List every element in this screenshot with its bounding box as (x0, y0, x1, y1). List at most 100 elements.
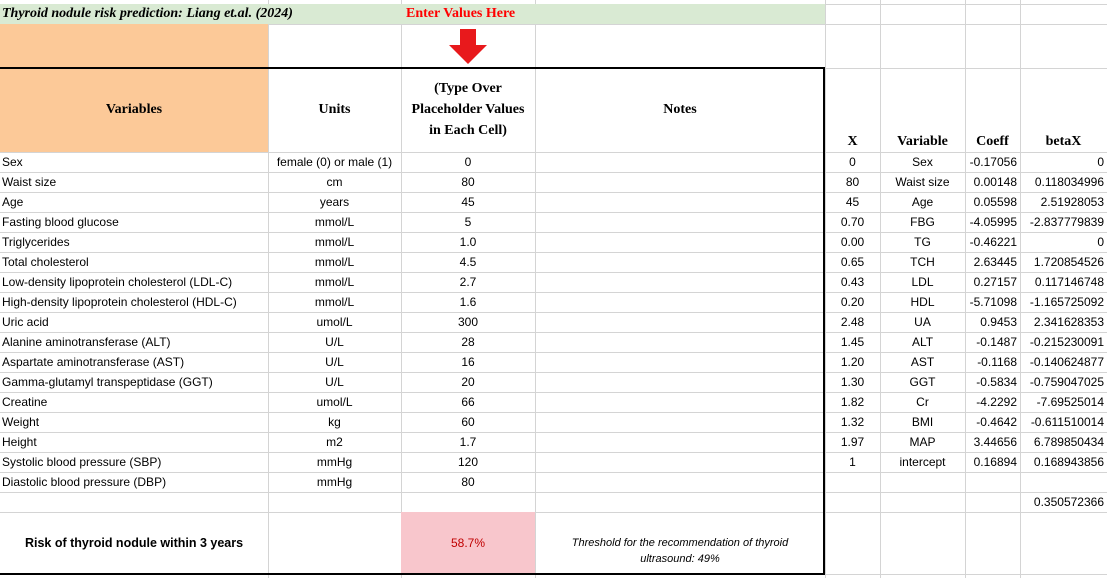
calc-betax-cell[interactable]: 2.341628353 (1033, 315, 1104, 329)
calc-betax-cell[interactable]: -7.69525014 (1036, 395, 1104, 409)
calc-x-cell[interactable]: 0.20 (840, 295, 865, 309)
calc-betax-cell[interactable]: -0.759047025 (1029, 375, 1104, 389)
calc-variable-cell[interactable]: HDL (910, 295, 935, 309)
calc-coeff-cell[interactable]: 2.63445 (973, 255, 1017, 269)
calc-variable-cell[interactable]: Sex (912, 155, 933, 169)
calc-x-cell[interactable]: 1.45 (840, 335, 865, 349)
value-input[interactable]: 45 (461, 195, 475, 209)
calc-coeff-cell[interactable]: -4.05995 (969, 215, 1017, 229)
calc-variable-cell[interactable]: LDL (911, 275, 934, 289)
calc-coeff-cell[interactable]: -5.71098 (969, 295, 1017, 309)
calc-x-cell[interactable]: 1.97 (840, 435, 865, 449)
calc-variable-cell[interactable]: intercept (899, 455, 946, 469)
calc-x-cell[interactable]: 0.65 (840, 255, 865, 269)
unit-label: U/L (325, 335, 344, 349)
calc-x-cell[interactable]: 0.43 (840, 275, 865, 289)
calc-variable-cell[interactable]: TCH (910, 255, 935, 269)
calc-coeff-cell[interactable]: 0.05598 (973, 195, 1017, 209)
calc-coeff-cell[interactable]: 0.16894 (973, 455, 1017, 469)
calc-coeff-cell[interactable]: -4.2292 (976, 395, 1017, 409)
calc-variable-cell[interactable]: FBG (910, 215, 935, 229)
calc-betax-cell[interactable]: 1.720854526 (1033, 255, 1104, 269)
value-input[interactable]: 4.5 (459, 255, 477, 269)
calc-header-variable: Variable (897, 134, 948, 149)
calc-betax-cell[interactable]: 6.789850434 (1033, 435, 1104, 449)
calc-x-cell[interactable]: 1.32 (840, 415, 865, 429)
calc-coeff-cell[interactable]: 3.44656 (973, 435, 1017, 449)
calc-variable-cell[interactable]: TG (914, 235, 931, 249)
calc-betax-cell[interactable]: -0.140624877 (1029, 355, 1104, 369)
calc-betax-cell[interactable]: 0.168943856 (1033, 455, 1104, 469)
variable-label: Sex (2, 155, 23, 169)
calc-coeff-cell[interactable]: -0.1168 (977, 355, 1017, 369)
variable-label: Triglycerides (2, 235, 70, 249)
variable-label: Creatine (2, 395, 48, 409)
calc-coeff-cell[interactable]: 0.27157 (973, 275, 1017, 289)
calc-x-cell[interactable]: 1.30 (840, 375, 865, 389)
unit-label: mmol/L (314, 275, 355, 289)
calc-betax-cell[interactable]: -0.215230091 (1029, 335, 1104, 349)
value-input[interactable]: 2.7 (459, 275, 477, 289)
unit-label: mmol/L (314, 235, 355, 249)
notes-header: Notes (663, 102, 697, 117)
calc-coeff-cell[interactable]: -0.4642 (976, 415, 1017, 429)
calc-x-cell[interactable]: 1 (849, 455, 856, 469)
calc-variable-cell[interactable]: Waist size (895, 175, 950, 189)
type-over-line-3: in Each Cell) (429, 123, 507, 138)
calc-x-cell[interactable]: 2.48 (840, 315, 865, 329)
value-input[interactable]: 1.6 (459, 295, 477, 309)
calc-coeff-cell[interactable]: -0.1487 (976, 335, 1017, 349)
calc-betax-cell[interactable]: -0.611510014 (1030, 415, 1104, 429)
variable-label: Aspartate aminotransferase (AST) (2, 355, 185, 369)
value-input[interactable]: 28 (461, 335, 475, 349)
calc-betax-cell[interactable]: 0 (1097, 155, 1104, 169)
calc-variable-cell[interactable]: Age (911, 195, 934, 209)
value-input[interactable]: 120 (457, 455, 479, 469)
value-input[interactable]: 80 (461, 475, 475, 489)
calc-betax-cell[interactable]: 0.118034996 (1034, 175, 1104, 189)
calc-coeff-cell[interactable]: -0.5834 (976, 375, 1017, 389)
calc-variable-cell[interactable]: AST (910, 355, 935, 369)
variable-label: Waist size (2, 175, 57, 189)
calc-betax-cell[interactable]: 2.51928053 (1040, 195, 1104, 209)
value-input[interactable]: 300 (457, 315, 479, 329)
calc-betax-cell[interactable]: 0 (1097, 235, 1104, 249)
calc-variable-cell[interactable]: MAP (909, 435, 936, 449)
value-input[interactable]: 16 (461, 355, 475, 369)
value-input[interactable]: 5 (464, 215, 472, 229)
calc-x-cell[interactable]: 0 (849, 155, 856, 169)
variable-label: High-density lipoprotein cholesterol (HD… (2, 295, 237, 309)
calc-x-cell[interactable]: 80 (845, 175, 860, 189)
value-input[interactable]: 20 (461, 375, 475, 389)
calc-coeff-cell[interactable]: -0.46221 (969, 235, 1017, 249)
calc-variable-cell[interactable]: GGT (909, 375, 936, 389)
calc-betax-cell[interactable]: -1.165725092 (1029, 295, 1104, 309)
unit-label: female (0) or male (1) (276, 155, 393, 169)
calc-header-x: X (847, 134, 858, 149)
type-over-line-2: Placeholder Values (411, 102, 525, 117)
calc-variable-cell[interactable]: Cr (916, 395, 929, 409)
calc-x-cell[interactable]: 1.20 (840, 355, 865, 369)
calc-x-cell[interactable]: 1.82 (840, 395, 865, 409)
value-input[interactable]: 1.0 (459, 235, 477, 249)
calc-coeff-cell[interactable]: 0.00148 (973, 175, 1017, 189)
calc-variable-cell[interactable]: UA (914, 315, 931, 329)
calc-variable-cell[interactable]: ALT (911, 335, 934, 349)
calc-x-cell[interactable]: 0.70 (840, 215, 865, 229)
calc-x-cell[interactable]: 0.00 (840, 235, 865, 249)
value-input[interactable]: 0 (464, 155, 472, 169)
calc-betax-cell[interactable]: 0.117146748 (1034, 275, 1104, 289)
value-input[interactable]: 60 (461, 415, 475, 429)
calc-coeff-cell[interactable]: -0.17056 (969, 155, 1017, 169)
calc-variable-cell[interactable]: BMI (911, 415, 934, 429)
value-input[interactable]: 80 (461, 175, 475, 189)
calc-x-cell[interactable]: 45 (845, 195, 860, 209)
risk-value: 58.7% (450, 536, 486, 550)
calc-coeff-cell[interactable]: 0.9453 (980, 315, 1017, 329)
value-input[interactable]: 1.7 (459, 435, 477, 449)
value-input[interactable]: 66 (461, 395, 475, 409)
unit-label: years (319, 195, 350, 209)
variable-label: Height (2, 435, 37, 449)
calc-betax-cell[interactable]: -2.837779839 (1029, 215, 1104, 229)
risk-value-fill (401, 512, 535, 574)
